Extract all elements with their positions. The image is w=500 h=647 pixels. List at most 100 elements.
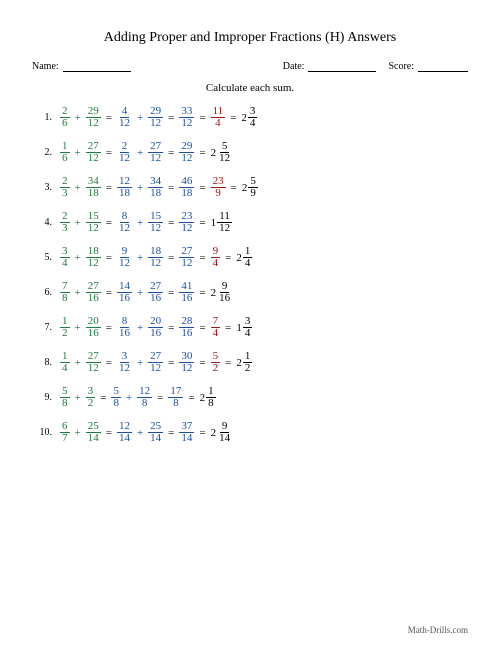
problem-number: 1. <box>32 112 52 123</box>
problem-number: 3. <box>32 182 52 193</box>
fraction: 1416 <box>117 281 132 304</box>
score-field: Score: <box>388 61 468 72</box>
problem-row: 7. 12+2016 = 816+2016 = 2816 =74=134 <box>32 316 468 339</box>
equation: 78+2716 = 1416+2716 = 4116 =2916 <box>60 281 232 304</box>
header-row: Name: Date: Score: <box>32 61 468 72</box>
problem-number: 4. <box>32 217 52 228</box>
fraction: 1812 <box>86 246 101 269</box>
fraction: 2712 <box>148 141 163 164</box>
fraction: 1812 <box>148 246 163 269</box>
problem-number: 7. <box>32 322 52 333</box>
fraction: 2712 <box>86 351 101 374</box>
problem-row: 6. 78+2716 = 1416+2716 = 4116 =2916 <box>32 281 468 304</box>
equation: 14+2712 = 312+2712 = 3012 =52=212 <box>60 351 252 374</box>
fraction: 14 <box>60 351 70 374</box>
problem-list: 1. 26+2912 = 412+2912 = 3312 =114=234 2.… <box>32 106 468 444</box>
score-input-line[interactable] <box>418 71 468 72</box>
problem-row: 2. 16+2712 = 212+2712 = 2912 =2512 <box>32 141 468 164</box>
fraction: 412 <box>117 106 132 129</box>
fraction: 2912 <box>86 106 101 129</box>
fraction: 23 <box>60 211 70 234</box>
problem-number: 9. <box>32 392 52 403</box>
fraction: 2514 <box>86 421 101 444</box>
mixed-number: 214 <box>236 246 252 269</box>
equation: 12+2016 = 816+2016 = 2816 =74=134 <box>60 316 252 339</box>
fraction: 1512 <box>86 211 101 234</box>
fraction: 212 <box>117 141 132 164</box>
footer: Math-Drills.com <box>408 625 468 635</box>
problem-row: 3. 23+3418 = 1218+3418 = 4618 =239=259 <box>32 176 468 199</box>
fraction: 52 <box>211 351 221 374</box>
mixed-number: 234 <box>241 106 257 129</box>
equation: 23+3418 = 1218+3418 = 4618 =239=259 <box>60 176 258 199</box>
fraction: 2712 <box>148 351 163 374</box>
problem-row: 9. 58+32 = 58+128 = 178 =218 <box>32 386 468 409</box>
score-label: Score: <box>388 61 414 72</box>
fraction: 1512 <box>148 211 163 234</box>
mixed-number: 11112 <box>211 211 233 234</box>
fraction: 16 <box>60 141 70 164</box>
equation: 23+1512 = 812+1512 = 2312 =11112 <box>60 211 232 234</box>
problem-row: 4. 23+1512 = 812+1512 = 2312 =11112 <box>32 211 468 234</box>
fraction: 912 <box>117 246 132 269</box>
fraction: 3012 <box>179 351 194 374</box>
fraction: 816 <box>117 316 132 339</box>
date-label: Date: <box>283 61 305 72</box>
equation: 67+2514 = 1214+2514 = 3714 =2914 <box>60 421 232 444</box>
mixed-number: 218 <box>200 386 216 409</box>
fraction: 2716 <box>86 281 101 304</box>
fraction: 2312 <box>179 211 194 234</box>
equation: 34+1812 = 912+1812 = 2712 =94=214 <box>60 246 252 269</box>
problem-number: 6. <box>32 287 52 298</box>
fraction: 2514 <box>148 421 163 444</box>
problem-row: 10. 67+2514 = 1214+2514 = 3714 =2914 <box>32 421 468 444</box>
fraction: 3714 <box>179 421 194 444</box>
problem-row: 8. 14+2712 = 312+2712 = 3012 =52=212 <box>32 351 468 374</box>
fraction: 3312 <box>179 106 194 129</box>
problem-row: 1. 26+2912 = 412+2912 = 3312 =114=234 <box>32 106 468 129</box>
fraction: 1214 <box>117 421 132 444</box>
fraction: 23 <box>60 176 70 199</box>
fraction: 114 <box>211 106 226 129</box>
fraction: 239 <box>211 176 226 199</box>
fraction: 3418 <box>86 176 101 199</box>
fraction: 2712 <box>179 246 194 269</box>
name-label: Name: <box>32 61 59 72</box>
fraction: 2912 <box>148 106 163 129</box>
fraction: 12 <box>60 316 70 339</box>
mixed-number: 259 <box>242 176 258 199</box>
mixed-number: 2914 <box>211 421 233 444</box>
fraction: 67 <box>60 421 70 444</box>
fraction: 312 <box>117 351 132 374</box>
fraction: 4116 <box>179 281 194 304</box>
problem-number: 10. <box>32 427 52 438</box>
fraction: 74 <box>211 316 221 339</box>
problem-number: 2. <box>32 147 52 158</box>
fraction: 2016 <box>86 316 101 339</box>
equation: 58+32 = 58+128 = 178 =218 <box>60 386 216 409</box>
fraction: 58 <box>60 386 70 409</box>
problem-number: 5. <box>32 252 52 263</box>
fraction: 94 <box>211 246 221 269</box>
mixed-number: 134 <box>236 316 252 339</box>
mixed-number: 212 <box>236 351 252 374</box>
fraction: 178 <box>168 386 183 409</box>
page-title: Adding Proper and Improper Fractions (H)… <box>32 30 468 46</box>
fraction: 128 <box>137 386 152 409</box>
equation: 26+2912 = 412+2912 = 3312 =114=234 <box>60 106 257 129</box>
fraction: 26 <box>60 106 70 129</box>
mixed-number: 2512 <box>211 141 233 164</box>
fraction: 58 <box>111 386 121 409</box>
name-input-line[interactable] <box>63 71 131 72</box>
equation: 16+2712 = 212+2712 = 2912 =2512 <box>60 141 232 164</box>
fraction: 4618 <box>179 176 194 199</box>
fraction: 34 <box>60 246 70 269</box>
instruction: Calculate each sum. <box>32 82 468 94</box>
mixed-number: 2916 <box>211 281 233 304</box>
fraction: 3418 <box>148 176 163 199</box>
problem-row: 5. 34+1812 = 912+1812 = 2712 =94=214 <box>32 246 468 269</box>
fraction: 78 <box>60 281 70 304</box>
fraction: 2816 <box>179 316 194 339</box>
fraction: 2912 <box>179 141 194 164</box>
date-input-line[interactable] <box>308 71 376 72</box>
